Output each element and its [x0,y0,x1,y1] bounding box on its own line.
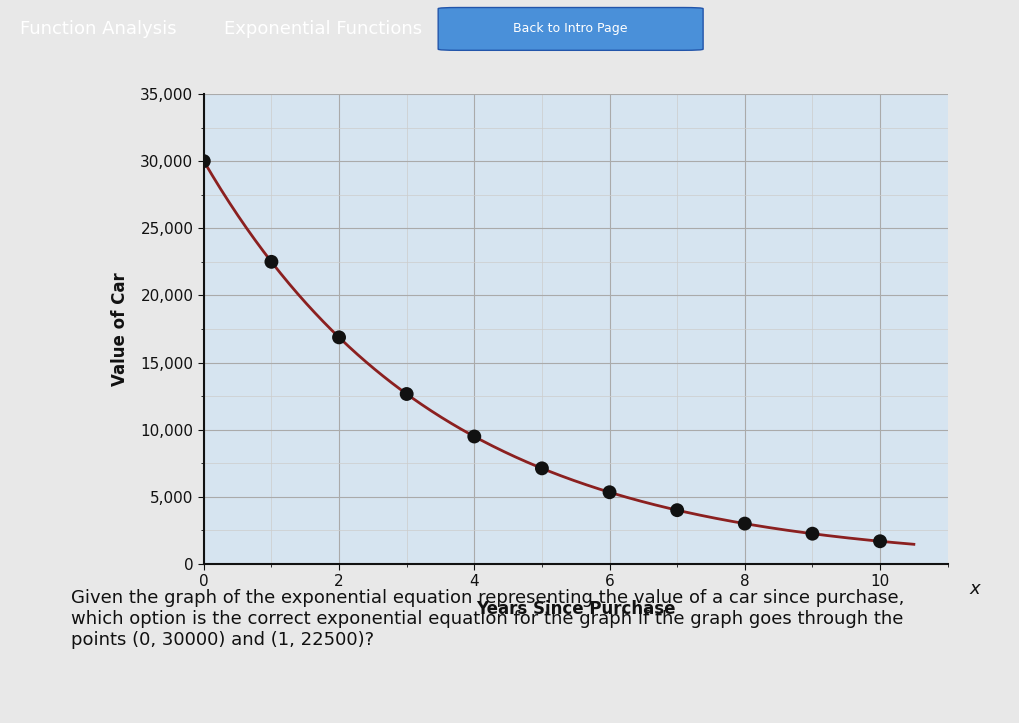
Text: Exponential Functions: Exponential Functions [224,20,422,38]
Point [466,431,482,442]
Text: Given the graph of the exponential equation representing the value of a car sinc: Given the graph of the exponential equat… [71,589,905,649]
Text: Back to Intro Page: Back to Intro Page [514,22,628,35]
FancyBboxPatch shape [438,7,703,51]
Text: x: x [969,580,980,598]
Point [804,528,820,539]
Point [196,155,212,167]
Point [872,536,889,547]
X-axis label: Years Since Purchase: Years Since Purchase [476,601,676,618]
Point [263,256,279,268]
Point [534,463,550,474]
Y-axis label: Value of Car: Value of Car [111,272,129,386]
Point [737,518,753,529]
Text: Function Analysis: Function Analysis [20,20,177,38]
Point [669,505,686,516]
Point [331,332,347,343]
Point [398,388,415,400]
Point [601,487,618,498]
